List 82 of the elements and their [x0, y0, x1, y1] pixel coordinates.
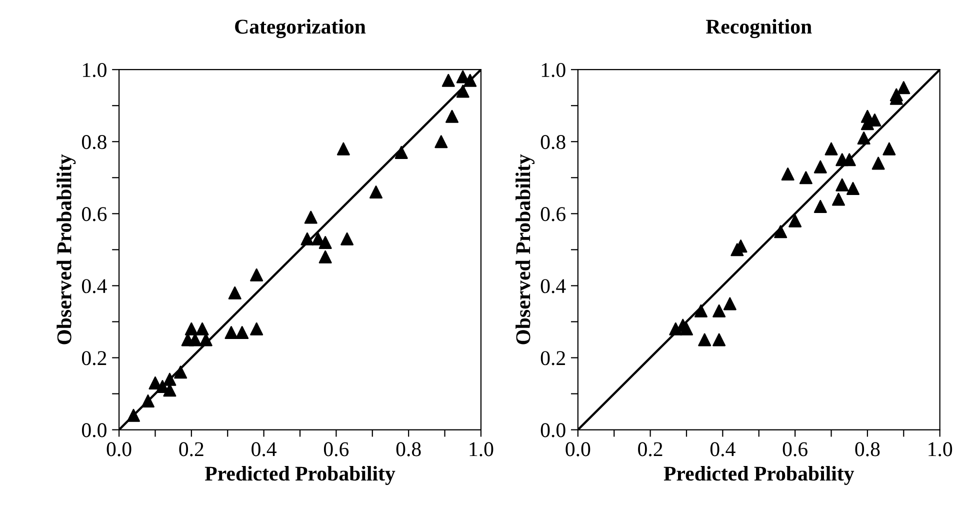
- point: [882, 142, 896, 156]
- point: [224, 326, 238, 340]
- point: [141, 394, 154, 408]
- point: [842, 153, 856, 166]
- x-tick-label: 0.4: [252, 442, 277, 456]
- y-tick-label: 1.0: [542, 62, 566, 78]
- x-tick-label: 0.2: [179, 442, 204, 456]
- point: [148, 376, 162, 390]
- x-tick-label: 0.4: [710, 442, 736, 456]
- point: [814, 200, 827, 213]
- point: [897, 81, 910, 94]
- point: [228, 286, 242, 300]
- point: [184, 322, 198, 336]
- point: [340, 232, 354, 246]
- point: [394, 146, 408, 159]
- point: [236, 326, 249, 340]
- point: [442, 74, 455, 87]
- point: [188, 333, 202, 346]
- point: [712, 333, 726, 346]
- point: [336, 142, 350, 156]
- x-tick-label: 0.6: [324, 442, 349, 456]
- point: [872, 156, 885, 170]
- y-tick-label: 0.2: [540, 351, 565, 366]
- point: [774, 225, 788, 238]
- point: [174, 366, 188, 379]
- point: [312, 232, 325, 246]
- point: [857, 132, 870, 145]
- x-axis-title: Predicted Probability: [664, 466, 854, 485]
- point: [712, 304, 726, 318]
- x-tick-label: 1.0: [928, 442, 952, 456]
- point: [464, 74, 477, 87]
- point: [300, 232, 314, 246]
- point: [846, 182, 860, 195]
- x-tick-label: 0.2: [638, 442, 662, 456]
- point: [781, 168, 794, 181]
- point: [199, 333, 212, 346]
- x-tick-label: 0.0: [566, 442, 590, 456]
- point: [836, 178, 849, 192]
- point: [680, 322, 693, 336]
- point: [127, 408, 140, 422]
- point: [698, 333, 712, 346]
- x-tick-label: 0.8: [396, 442, 421, 456]
- point: [370, 186, 383, 199]
- point: [163, 372, 176, 386]
- y-axis-title: Observed Probability: [516, 154, 535, 344]
- point: [890, 88, 903, 102]
- point: [799, 171, 812, 184]
- point: [832, 192, 846, 206]
- point: [694, 304, 708, 318]
- point: [446, 110, 459, 123]
- x-tick-label: 0.6: [782, 442, 808, 456]
- y-tick-label: 0.4: [540, 279, 566, 294]
- x-axis-title: Predicted Probability: [204, 466, 396, 485]
- point: [304, 210, 318, 224]
- chart-title: Categorization: [235, 19, 366, 38]
- point: [318, 236, 332, 249]
- x-tick-label: 1.0: [470, 442, 494, 456]
- y-tick-label: 1.0: [83, 62, 106, 78]
- y-tick-label: 0.8: [82, 135, 106, 150]
- point: [456, 84, 470, 98]
- chart-title: Recognition: [706, 19, 812, 38]
- point: [250, 322, 264, 336]
- y-tick-label: 0.6: [82, 207, 107, 222]
- y-tick-label: 0.2: [82, 351, 106, 366]
- point: [196, 322, 209, 336]
- point: [824, 142, 838, 156]
- y-tick-label: 0.0: [540, 423, 566, 438]
- y-tick-label: 0.4: [82, 279, 107, 294]
- x-tick-label: 0.0: [106, 442, 132, 456]
- y-tick-label: 0.8: [540, 135, 566, 150]
- point: [788, 214, 802, 228]
- point: [814, 160, 827, 174]
- y-axis-title: Observed Probability: [56, 154, 76, 344]
- x-tick-label: 0.8: [855, 442, 880, 456]
- point: [318, 250, 332, 264]
- point: [434, 135, 448, 148]
- point: [456, 70, 470, 84]
- point: [163, 384, 176, 397]
- y-tick-label: 0.6: [540, 207, 566, 222]
- point: [723, 297, 736, 310]
- y-tick-label: 0.0: [82, 423, 106, 438]
- point: [250, 268, 264, 282]
